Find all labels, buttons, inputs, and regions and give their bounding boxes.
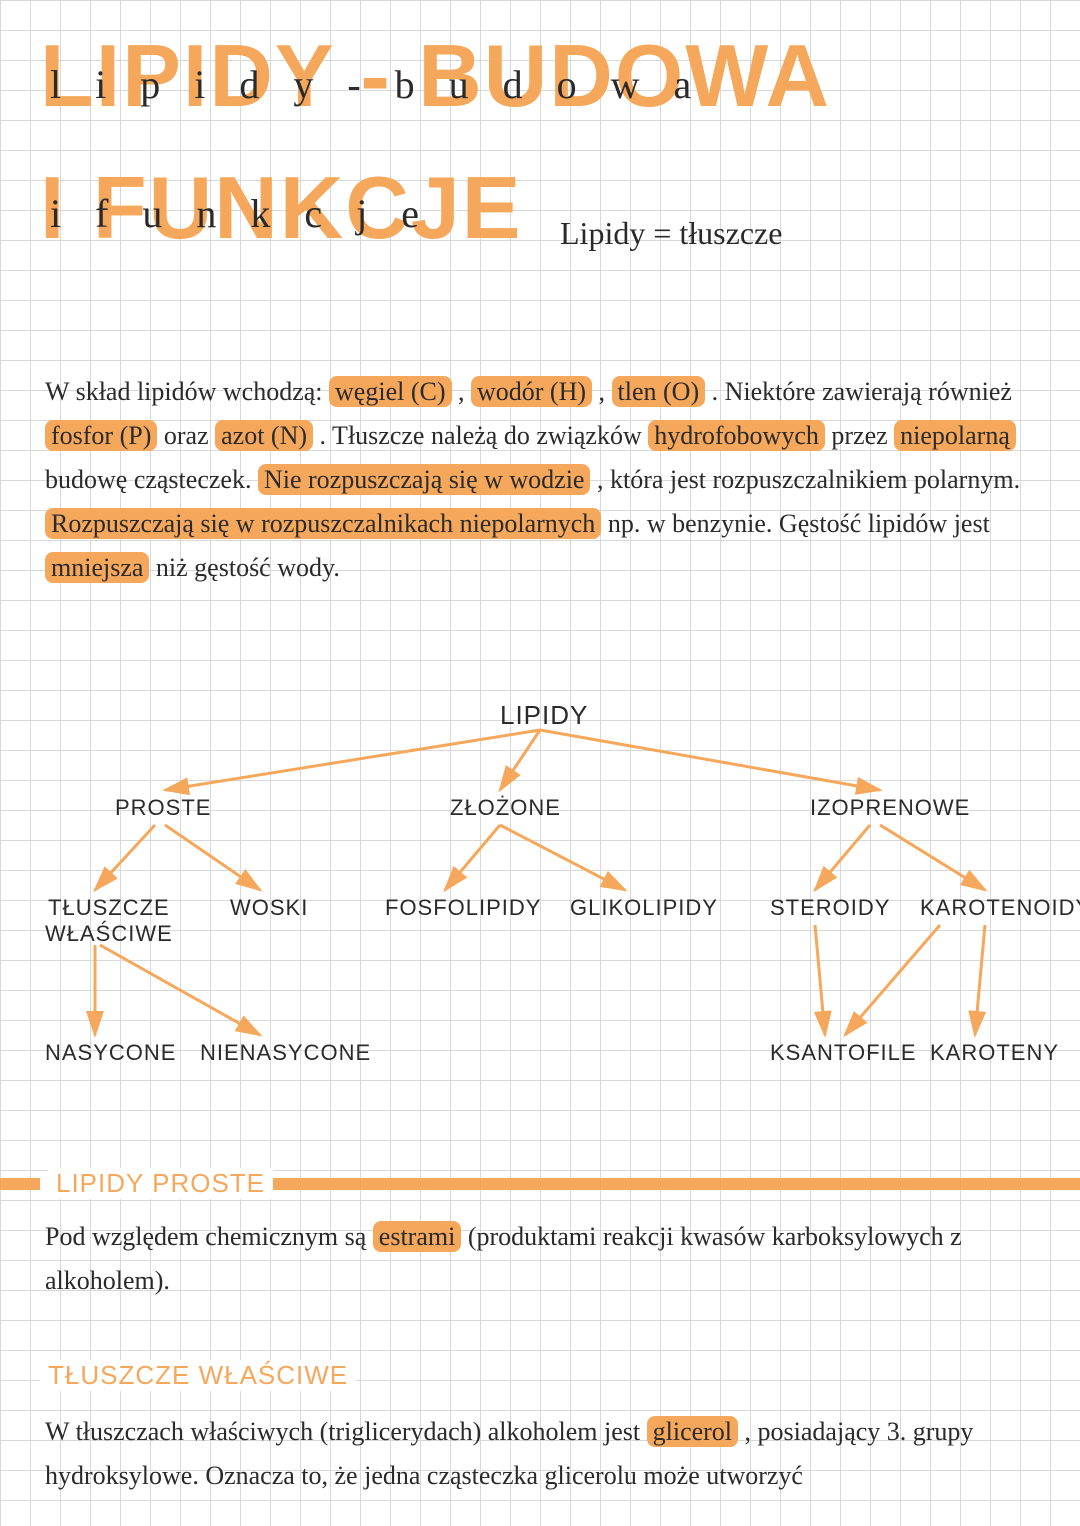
- node-glikolipidy: GLIKOLIPIDY: [570, 895, 718, 921]
- node-tluszcze_wlasciwe: TŁUSZCZE WŁAŚCIWE: [45, 895, 173, 947]
- p-text: . Tłuszcze należą do związków: [320, 421, 649, 450]
- p-text: oraz: [164, 421, 215, 450]
- node-woski: WOSKI: [230, 895, 308, 921]
- node-karoteny: KAROTENY: [930, 1040, 1059, 1066]
- node-zlozone: ZŁOŻONE: [450, 795, 561, 821]
- section1-title: LIPIDY PROSTE: [48, 1168, 273, 1199]
- highlight-estrami: estrami: [373, 1221, 462, 1252]
- highlight-rozpuszczaja: Rozpuszczają się w rozpuszczalnikach nie…: [45, 508, 601, 539]
- highlight-nie-rozpuszczaja: Nie rozpuszczają się w wodzie: [258, 464, 591, 495]
- node-izoprenowe: IZOPRENOWE: [810, 795, 970, 821]
- node-ksantofile: KSANTOFILE: [770, 1040, 917, 1066]
- node-nienasycone: NIENASYCONE: [200, 1040, 371, 1066]
- p-text: przez: [831, 421, 894, 450]
- highlight-azot: azot (N): [215, 420, 313, 451]
- section2-title: TŁUSZCZE WŁAŚCIWE: [40, 1360, 356, 1391]
- lipidy-tree-diagram: PROSTE ZŁOŻONE IZOPRENOWE TŁUSZCZE WŁAŚCIWE…: [0, 690, 1080, 1120]
- node-fosfolipidy: FOSFOLIPIDY: [385, 895, 541, 921]
- p-text: W skład lipidów wchodzą:: [45, 377, 329, 406]
- subtitle-note: Lipidy = tłuszcze: [560, 215, 782, 252]
- p-text: . Niektóre zawierają również: [712, 377, 1012, 406]
- title-line1-script: l i p i d y - b u d o w a: [50, 61, 703, 108]
- section1-body: Pod względem chemicznym są estrami (prod…: [45, 1215, 1045, 1303]
- p-text: ,: [599, 377, 612, 406]
- highlight-mniejsza: mniejsza: [45, 552, 149, 583]
- p-text: np. w benzynie. Gęstość lipidów jest: [608, 509, 990, 538]
- highlight-glicerol: glicerol: [647, 1416, 738, 1447]
- highlight-hydrofobowych: hydrofobowych: [648, 420, 825, 451]
- highlight-tlen: tlen (O): [612, 376, 706, 407]
- section-bar-left: [0, 1178, 40, 1190]
- intro-paragraph: W skład lipidów wchodzą: węgiel (C) , wo…: [45, 370, 1045, 590]
- s2-text: W tłuszczach właściwych (triglicerydach)…: [45, 1417, 647, 1446]
- node-karotenoidy: KAROTENOIDY: [920, 895, 1080, 921]
- highlight-wegiel: węgiel (C): [329, 376, 451, 407]
- node-steroidy: STEROIDY: [770, 895, 890, 921]
- title-block: LIPIDY - BUDOWA l i p i d y - b u d o w …: [40, 25, 1040, 259]
- node-proste: PROSTE: [115, 795, 211, 821]
- p-text: budowę cząsteczek.: [45, 465, 258, 494]
- p-text: , która jest rozpuszczalnikiem polarnym.: [597, 465, 1020, 494]
- highlight-wodor: wodór (H): [471, 376, 592, 407]
- node-root: LIPIDY: [500, 700, 588, 731]
- title-line2-script: i f u n k c j e: [50, 190, 431, 237]
- s1-text: Pod względem chemicznym są: [45, 1222, 373, 1251]
- p-text: niż gęstość wody.: [156, 553, 340, 582]
- section2-body: W tłuszczach właściwych (triglicerydach)…: [45, 1410, 1045, 1498]
- highlight-fosfor: fosfor (P): [45, 420, 157, 451]
- section-bar-right: [260, 1178, 1080, 1190]
- node-nasycone: NASYCONE: [45, 1040, 176, 1066]
- p-text: ,: [458, 377, 471, 406]
- highlight-niepolarna: niepolarną: [894, 420, 1016, 451]
